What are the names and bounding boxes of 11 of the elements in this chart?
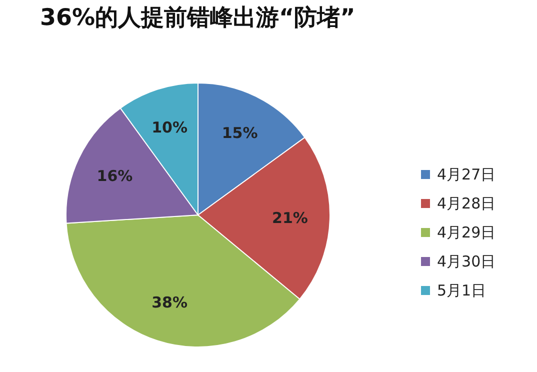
data-label: 16% [96,166,133,185]
data-label: 15% [222,124,258,142]
legend-label: 4月28日 [437,194,496,212]
data-label: 21% [272,208,308,227]
chart-title: 36%的人提前错峰出游“防堵” [40,5,356,31]
legend-label: 4月27日 [437,166,496,184]
legend-label: 4月29日 [437,224,496,242]
legend-label: 5月1日 [437,282,486,300]
data-label: 10% [152,118,188,137]
legend-label: 4月30日 [437,252,496,270]
data-label: 38% [152,293,188,312]
